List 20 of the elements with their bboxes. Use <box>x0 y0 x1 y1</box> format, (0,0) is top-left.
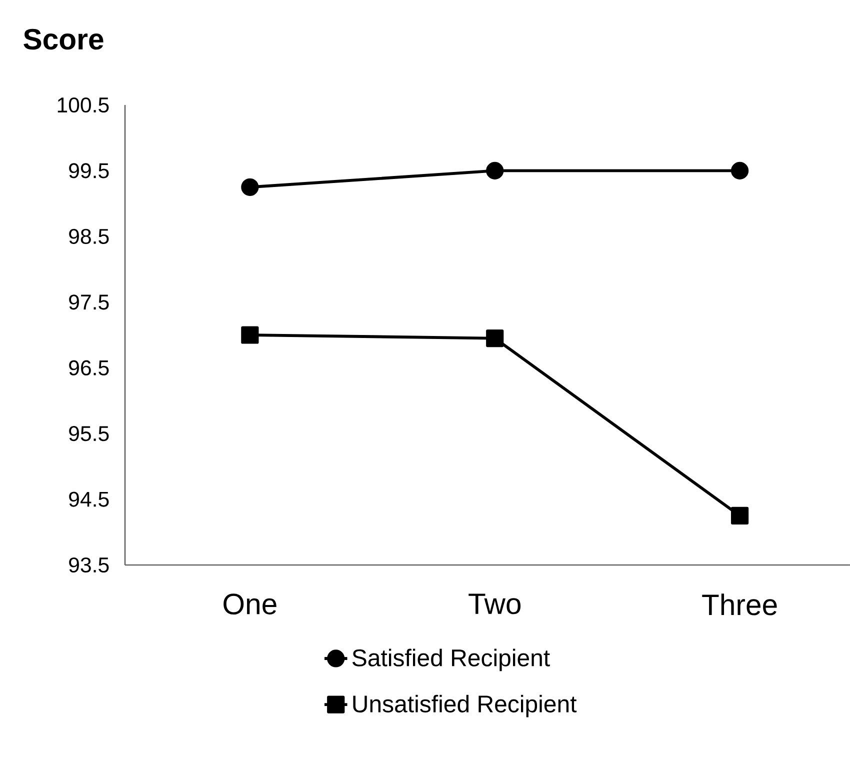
x-tick-label: Three <box>702 594 777 616</box>
x-tick-label: Two <box>468 594 521 614</box>
y-tick-label: 93.5 <box>69 557 109 573</box>
point <box>486 329 504 348</box>
y-tick-label: 98.5 <box>69 228 109 244</box>
y-tick-label: 96.5 <box>69 360 109 376</box>
y-tick-label: 97.5 <box>69 294 109 310</box>
x-tick-label: One <box>224 594 276 614</box>
point <box>241 326 259 344</box>
y-tick-label: 94.5 <box>69 492 109 507</box>
point <box>730 506 749 525</box>
point <box>730 162 749 180</box>
y-axis-title: Score <box>24 28 104 50</box>
point <box>241 178 259 196</box>
legend-label: Satisfied Recipient <box>352 648 550 672</box>
legend-label: Unsatisfied Recipient <box>353 694 577 718</box>
y-tick-label: 100.5 <box>58 97 109 113</box>
y-tick-label: 99.5 <box>69 163 109 178</box>
point <box>486 162 504 180</box>
y-tick-label: 95.5 <box>69 426 109 442</box>
